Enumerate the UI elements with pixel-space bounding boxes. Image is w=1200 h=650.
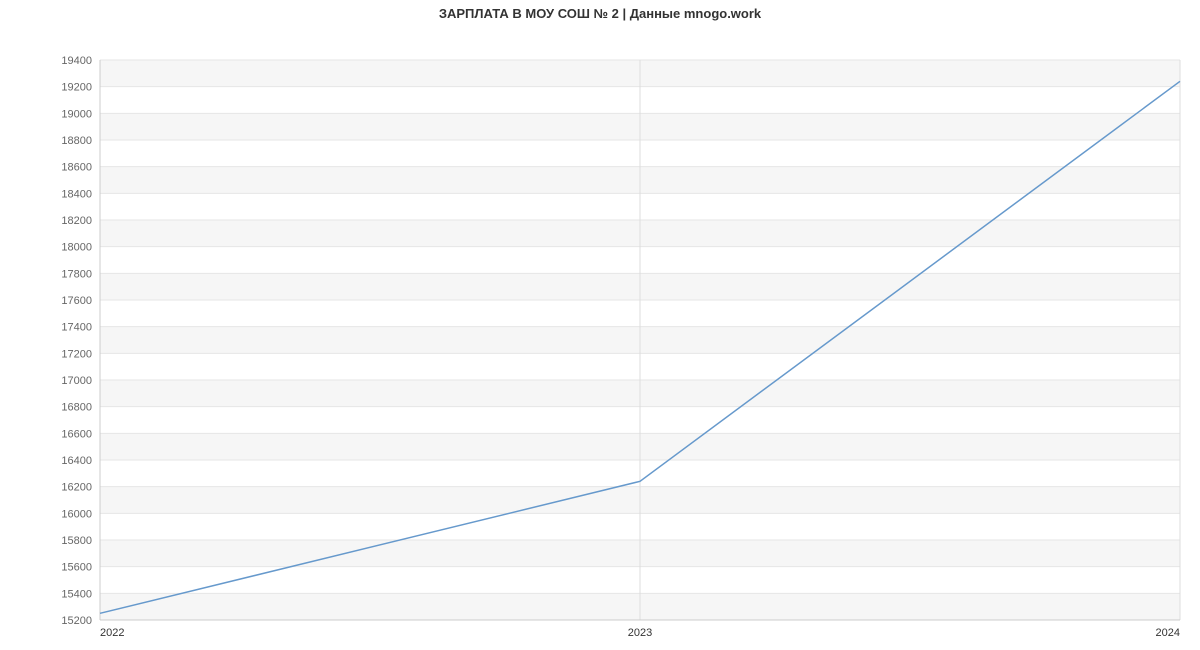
svg-text:16800: 16800 [61, 402, 92, 414]
svg-text:16600: 16600 [61, 428, 92, 440]
svg-text:17200: 17200 [61, 348, 92, 360]
svg-text:18800: 18800 [61, 135, 92, 147]
svg-text:15600: 15600 [61, 562, 92, 574]
svg-text:18400: 18400 [61, 188, 92, 200]
svg-text:17600: 17600 [61, 295, 92, 307]
svg-text:16400: 16400 [61, 455, 92, 467]
svg-text:16000: 16000 [61, 508, 92, 520]
svg-text:17000: 17000 [61, 375, 92, 387]
svg-text:19000: 19000 [61, 108, 92, 120]
svg-text:18000: 18000 [61, 242, 92, 254]
svg-text:19200: 19200 [61, 82, 92, 94]
svg-text:15800: 15800 [61, 535, 92, 547]
svg-text:15200: 15200 [61, 615, 92, 627]
svg-text:18200: 18200 [61, 215, 92, 227]
line-chart: 15200 15400 15600 15800 16000 16200 16400 16600… [0, 30, 1200, 650]
svg-text:16200: 16200 [61, 482, 92, 494]
svg-text:2023: 2023 [628, 627, 652, 639]
svg-text:17400: 17400 [61, 322, 92, 334]
chart-container: 15200 15400 15600 15800 16000 16200 16400 16600… [0, 30, 1200, 650]
svg-text:2024: 2024 [1156, 627, 1180, 639]
svg-text:19400: 19400 [61, 55, 92, 67]
chart-title: ЗАРПЛАТА В МОУ СОШ № 2 | Данные mnogo.wo… [0, 6, 1200, 21]
svg-text:18600: 18600 [61, 162, 92, 174]
svg-text:15400: 15400 [61, 588, 92, 600]
svg-text:2022: 2022 [100, 627, 124, 639]
svg-text:17800: 17800 [61, 268, 92, 280]
